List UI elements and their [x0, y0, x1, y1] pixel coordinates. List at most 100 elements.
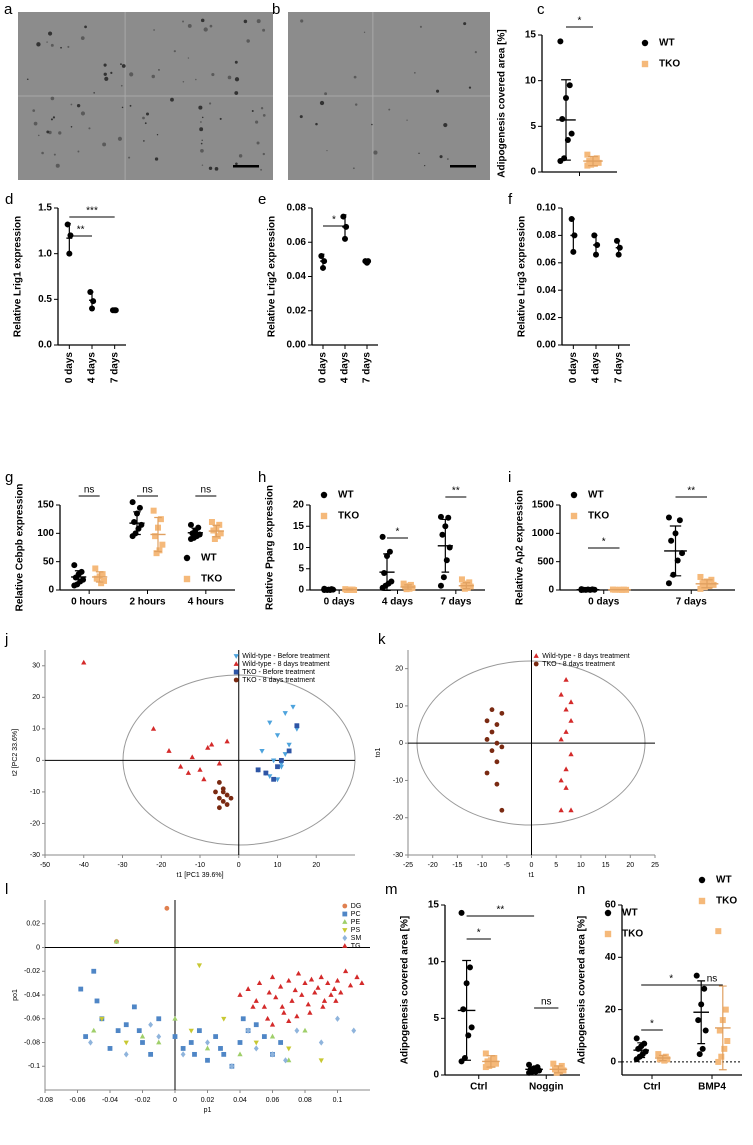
data-point	[205, 744, 211, 750]
cell	[93, 92, 95, 94]
data-point	[489, 1061, 496, 1068]
data-point	[494, 740, 500, 746]
data-point	[676, 517, 683, 524]
x-axis-label: t1 [PC1 39.6%]	[176, 872, 223, 879]
significance-label: *	[669, 974, 673, 985]
data-point	[267, 774, 273, 780]
data-point	[94, 998, 100, 1004]
panel-label: i	[508, 469, 511, 486]
error-bar	[486, 1055, 496, 1068]
cell	[84, 25, 87, 29]
cell	[474, 51, 477, 54]
error-bar	[697, 980, 706, 1045]
y-axis-label: Relative Ap2 expression	[515, 490, 526, 605]
data-point	[526, 1069, 533, 1076]
data-point	[129, 499, 136, 506]
data-point	[568, 699, 574, 705]
data-point	[216, 795, 222, 801]
data-point	[466, 964, 473, 971]
data-point	[286, 977, 292, 983]
data-point	[185, 770, 192, 775]
data-point	[274, 733, 281, 739]
data-point	[221, 1051, 227, 1057]
error-bar	[561, 79, 571, 161]
data-point	[139, 1033, 146, 1039]
data-point	[157, 516, 164, 523]
data-point	[558, 777, 564, 783]
legend-marker	[183, 554, 191, 562]
x-tick-label: Ctrl	[470, 1082, 487, 1093]
error-bar	[383, 553, 391, 592]
y-tick-label: 0.10	[537, 203, 557, 214]
cell	[76, 104, 81, 108]
data-point	[264, 1015, 271, 1021]
panel: a	[4, 1, 273, 180]
cell	[373, 150, 378, 155]
data-point	[274, 777, 281, 783]
cell	[200, 18, 205, 23]
legend-label: TKO	[201, 574, 222, 585]
error-bar	[191, 527, 200, 538]
cell	[187, 57, 190, 59]
cell	[144, 122, 147, 125]
x-tick-label: 0.04	[233, 1097, 247, 1104]
cell	[46, 41, 48, 43]
error-bar	[582, 588, 594, 591]
y-tick-label: 0	[48, 585, 54, 596]
x-tick-label: -10	[477, 862, 487, 869]
y-axis-label: Relative Cebpb expression	[15, 484, 26, 612]
data-point	[489, 748, 495, 754]
data-point	[282, 711, 288, 716]
panel: f 0.00 0.02 0.04 0.06 0.08 0.10 Relative Lrig3 …	[508, 191, 630, 383]
legend-marker	[698, 876, 706, 884]
x-tick-label: 7 days	[362, 352, 373, 384]
error-bar	[658, 1054, 667, 1062]
legend-marker	[342, 919, 348, 924]
error-bar	[617, 240, 621, 256]
cell	[173, 50, 176, 53]
error-bar	[594, 234, 598, 256]
data-point	[275, 764, 280, 770]
data-point	[136, 1028, 142, 1034]
data-point	[559, 116, 566, 123]
legend-label: TKO - 8 days treatment	[542, 661, 615, 668]
data-point	[558, 691, 564, 697]
data-point	[156, 1039, 162, 1045]
x-tick-label: -0.02	[135, 1097, 151, 1104]
data-point	[273, 994, 279, 1000]
significance-label: *	[650, 1019, 654, 1030]
data-point	[224, 738, 230, 744]
data-point	[715, 1058, 722, 1065]
data-point	[312, 989, 318, 995]
legend-label: WT	[622, 908, 638, 919]
y-tick-label: 5	[298, 563, 304, 574]
data-point	[237, 1051, 243, 1057]
data-point	[92, 565, 99, 572]
data-point	[665, 580, 672, 587]
data-point	[305, 1001, 311, 1007]
panel: h 0 5 10 15 20 Relative Pparg expression 0 days…	[258, 469, 485, 610]
data-point	[131, 519, 138, 525]
error-bar	[74, 570, 83, 584]
cell	[443, 122, 448, 128]
cell	[129, 72, 134, 77]
data-point	[204, 1045, 211, 1051]
panel-label: e	[258, 191, 266, 208]
y-tick-label: 0.08	[537, 230, 557, 241]
legend-label: TKO	[716, 896, 737, 907]
y-tick-label: 0	[36, 757, 40, 764]
data-point	[699, 1045, 706, 1052]
cell	[246, 39, 250, 43]
x-tick-label: 0 days	[568, 352, 579, 384]
data-point	[66, 250, 73, 257]
data-point	[197, 766, 203, 772]
data-point	[379, 584, 386, 591]
y-tick-label: 1.0	[38, 248, 52, 259]
data-point	[150, 725, 157, 731]
data-point	[721, 1045, 728, 1052]
data-point	[266, 989, 272, 995]
data-point	[320, 1003, 326, 1009]
data-point	[458, 1058, 465, 1065]
data-point	[633, 1035, 640, 1042]
